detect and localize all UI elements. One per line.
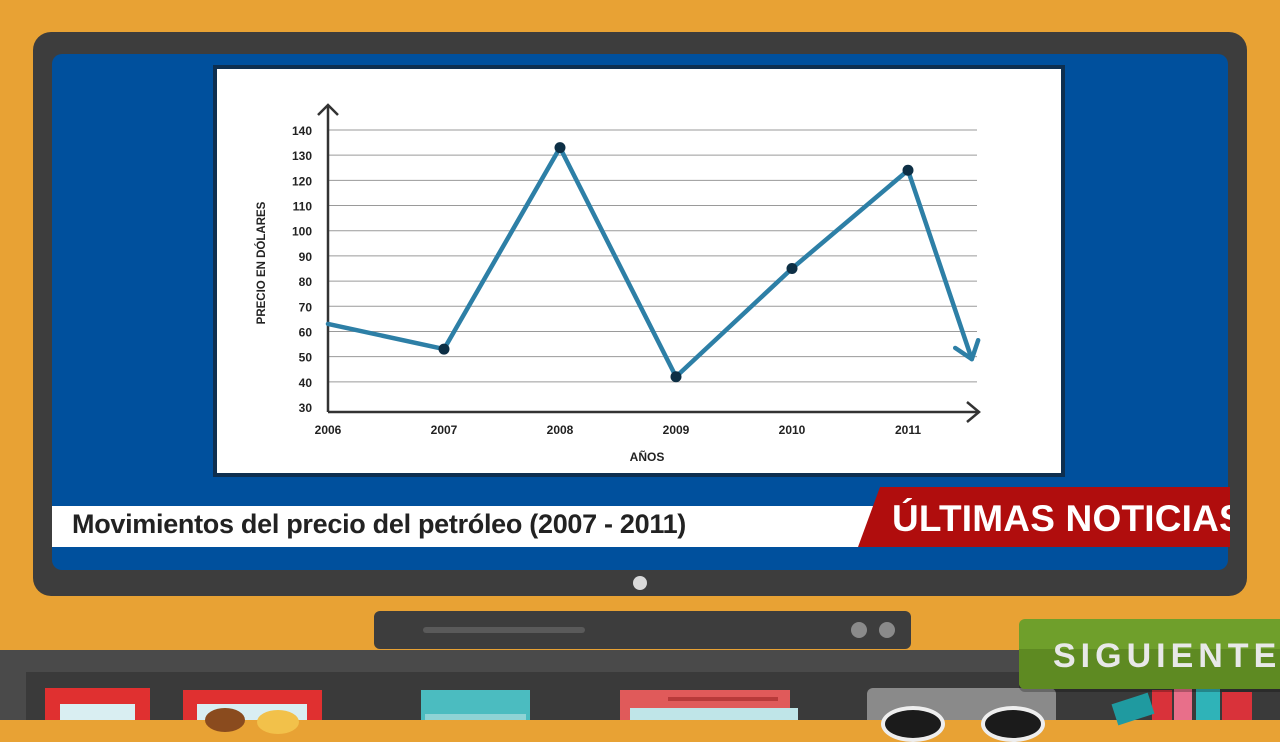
- y-tick-label: 110: [293, 200, 313, 214]
- headline-bar: Movimientos del precio del petróleo (200…: [52, 506, 882, 547]
- next-button-label: SIGUIENTE: [1053, 637, 1280, 675]
- y-tick-label: 40: [299, 376, 313, 390]
- data-point: [670, 371, 682, 383]
- stand-slot: [423, 627, 585, 633]
- y-tick-label: 60: [299, 325, 313, 339]
- stand-button-right: [879, 622, 895, 638]
- tv-stand: [374, 611, 911, 649]
- next-button[interactable]: SIGUIENTE: [1019, 619, 1280, 689]
- chart-panel: 30 40 50 60 70 80 90 100 110 120 130 140 2006 2007 20…: [213, 65, 1065, 477]
- y-tick-label: 120: [292, 174, 312, 188]
- y-tick-label: 100: [292, 225, 312, 239]
- stand-button-left: [851, 622, 867, 638]
- y-axis-title: PRECIO EN DÓLARES: [255, 201, 268, 324]
- books-decoration: [620, 690, 798, 720]
- headline-text: Movimientos del precio del petróleo (200…: [72, 509, 686, 539]
- x-tick-label: 2008: [547, 423, 574, 437]
- speaker-decoration: [867, 688, 1056, 742]
- breaking-news-tag: ÚLTIMAS NOTICIAS: [858, 487, 1230, 547]
- series-line: [325, 145, 975, 380]
- breaking-news-label: ÚLTIMAS NOTICIAS: [892, 498, 1244, 539]
- y-tick-label: 30: [299, 401, 313, 415]
- data-point: [902, 164, 914, 176]
- y-tick-label: 50: [299, 351, 313, 365]
- x-tick-label: 2007: [431, 423, 458, 437]
- x-tick-label: 2009: [663, 423, 690, 437]
- data-point: [438, 343, 450, 355]
- y-tick-label: 140: [292, 124, 312, 138]
- y-tick-label: 130: [292, 149, 312, 163]
- y-axis-arrow: [317, 103, 339, 116]
- y-tick-label: 90: [299, 250, 313, 264]
- x-tick-label: 2006: [315, 423, 342, 437]
- y-tick-label: 70: [299, 300, 313, 314]
- line-chart: 30 40 50 60 70 80 90 100 110 120 130 140 2006 2007 20…: [255, 103, 981, 464]
- red-frame-decoration: [45, 688, 150, 720]
- y-tick-label: 80: [299, 275, 313, 289]
- data-point: [554, 142, 566, 154]
- next-button-shade: [1019, 649, 1280, 689]
- jar-decoration: [421, 690, 530, 720]
- x-axis-title: AÑOS: [630, 449, 665, 464]
- x-tick-label: 2010: [779, 423, 806, 437]
- binders-decoration: [1152, 684, 1252, 720]
- photo-frame-decoration: [183, 690, 322, 734]
- x-tick-label: 2011: [895, 423, 921, 437]
- data-point: [786, 263, 798, 274]
- x-axis-arrow: [966, 401, 981, 423]
- power-indicator: [633, 576, 647, 590]
- chart-area: 30 40 50 60 70 80 90 100 110 120 130 140 2006 2007 20…: [217, 69, 1061, 473]
- series-end-arrow: [952, 337, 981, 362]
